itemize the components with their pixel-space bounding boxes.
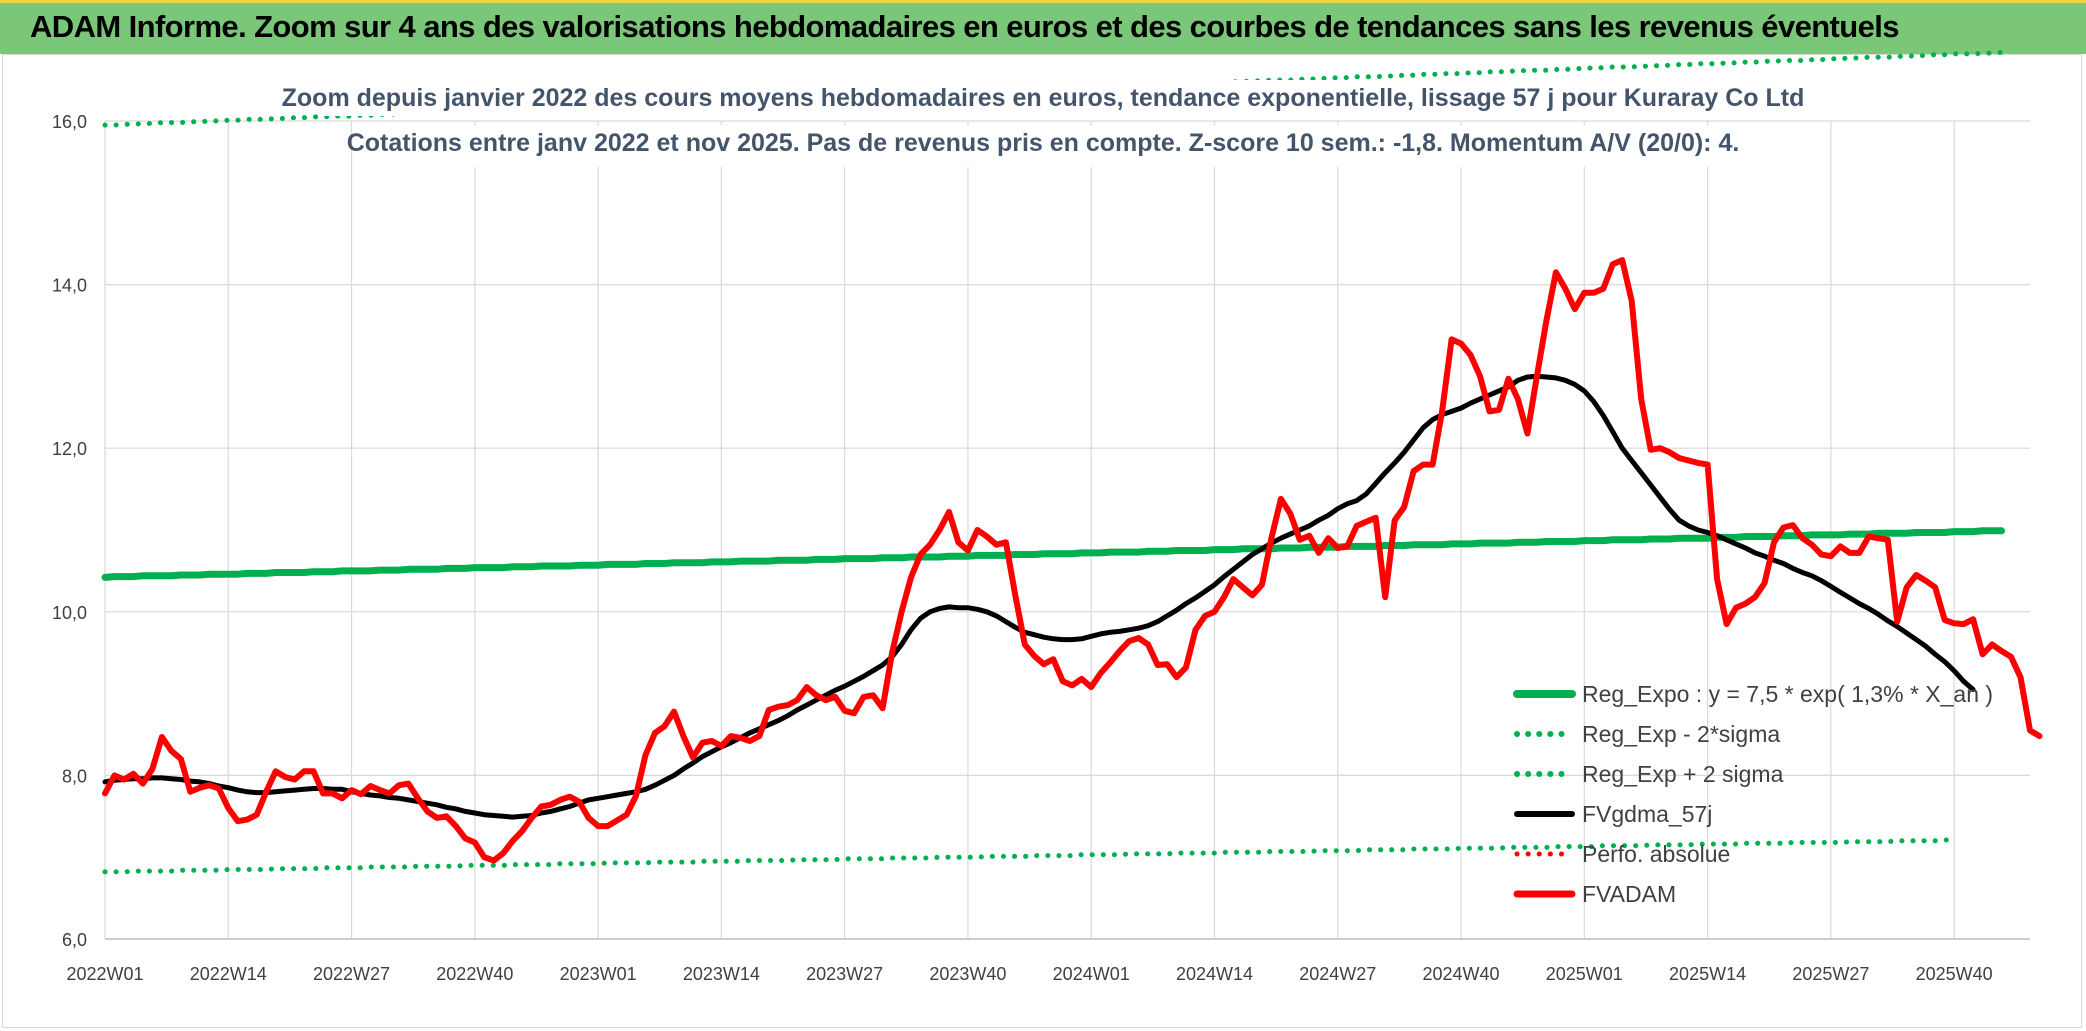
x-tick-label: 2022W40: [436, 964, 513, 984]
x-tick-label: 2025W01: [1546, 964, 1623, 984]
grid: [104, 120, 2030, 940]
legend-label: Perfo. absolue: [1582, 841, 1730, 867]
x-tick-label: 2023W27: [806, 964, 883, 984]
y-tick-label: 14,0: [52, 276, 87, 296]
chart-title: Zoom depuis janvier 2022 des cours moyen…: [282, 84, 1805, 112]
title-mask: [318, 80, 1768, 116]
x-tick-label: 2025W40: [1916, 964, 1993, 984]
y-tick-label: 8,0: [62, 766, 87, 786]
y-tick-label: 6,0: [62, 930, 87, 950]
chart-frame: [2, 54, 2082, 1028]
legend-label: Reg_Exp + 2 sigma: [1582, 761, 1784, 787]
x-tick-label: 2024W27: [1299, 964, 1376, 984]
x-tick-label: 2025W14: [1669, 964, 1746, 984]
series-layer: [101, 49, 2043, 875]
series-line-1: [102, 837, 1957, 875]
subtitle-mask: [362, 125, 1724, 167]
x-tick-label: 2025W27: [1792, 964, 1869, 984]
y-tick-label: 16,0: [52, 112, 87, 132]
x-tick-label: 2022W27: [313, 964, 390, 984]
x-tick-label: 2024W01: [1053, 964, 1130, 984]
x-tick-label: 2024W40: [1423, 964, 1500, 984]
x-tick-label: 2022W01: [66, 964, 143, 984]
legend-label: Reg_Exp - 2*sigma: [1582, 721, 1780, 747]
x-tick-label: 2022W14: [190, 964, 267, 984]
y-tick-label: 10,0: [52, 603, 87, 623]
legend-label: FVADAM: [1582, 881, 1676, 907]
legend: Reg_Expo : y = 7,5 * exp( 1,3% * X_an ) R…: [1513, 681, 1993, 907]
legend-label: FVgdma_57j: [1582, 801, 1712, 827]
x-tick-label: 2023W14: [683, 964, 760, 984]
axes: 6,0 8,0 10,0 12,0 14,0 16,0 2022W01 2022W14 2022…: [52, 112, 2030, 984]
x-tick-label: 2023W01: [560, 964, 637, 984]
chart-subtitle: Cotations entre janv 2022 et nov 2025. P…: [347, 129, 1740, 157]
banner-title: ADAM Informe. Zoom sur 4 ans des valoris…: [30, 9, 1900, 44]
y-tick-label: 12,0: [52, 439, 87, 459]
series-line-3: [102, 373, 1976, 820]
x-tick-label: 2024W14: [1176, 964, 1253, 984]
series-line-5: [102, 257, 2043, 864]
series-line-0: [101, 527, 2006, 581]
x-tick-label: 2023W40: [929, 964, 1006, 984]
report-banner: ADAM Informe. Zoom sur 4 ans des valoris…: [0, 0, 2086, 54]
legend-label: Reg_Expo : y = 7,5 * exp( 1,3% * X_an ): [1582, 681, 1993, 707]
